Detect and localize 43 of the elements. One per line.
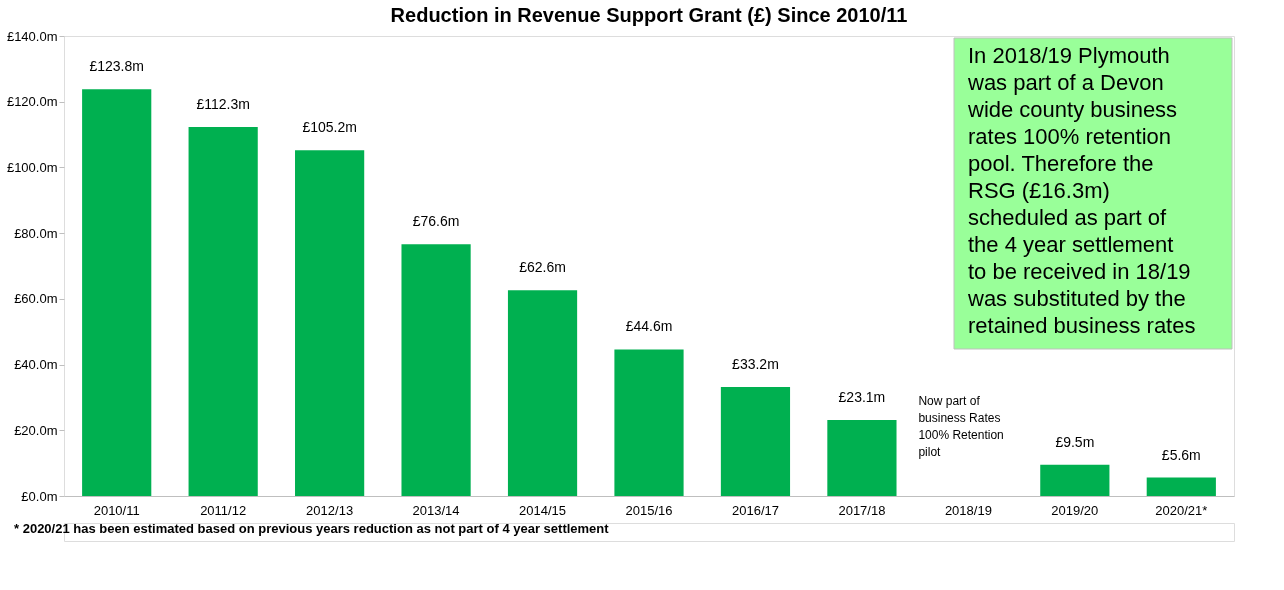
y-tick-label: £100.0m	[6, 159, 58, 175]
x-tick-label: 2010/11	[93, 502, 140, 518]
bar	[188, 127, 258, 496]
y-tick-label: £0.0m	[21, 488, 58, 504]
x-tick-label: 2018/19	[944, 502, 992, 518]
bar	[295, 150, 365, 496]
bar	[614, 349, 684, 496]
data-label: £5.6m	[1161, 446, 1201, 463]
text: In 2018/19 Plymouth was part of a Devon wide county business rates 100% retention pool. Therefore the RSG (£16.3m) scheduled as part of the 4 year settlement to be received in 18/19 was substituted by the retained business rates	[968, 43, 1196, 338]
x-tick-label: 2016/17	[731, 502, 779, 518]
annotation: Now part of business Rates 100% Retention pilot	[918, 394, 1004, 459]
data-label: £23.1m	[838, 389, 886, 406]
y-tick-label: £80.0m	[14, 225, 58, 241]
bar	[1040, 464, 1110, 496]
data-label: £105.2m	[302, 119, 357, 136]
bar	[720, 386, 791, 496]
x-tick-label: 2017/18	[838, 502, 886, 518]
data-label: £112.3m	[196, 96, 250, 113]
data-label: £76.6m	[412, 213, 460, 230]
data-label: £44.6m	[625, 318, 673, 335]
x-tick-label: 2013/14	[412, 502, 460, 518]
chart-title: Reduction in Revenue Support Grant (£) Since 2010/11	[390, 4, 908, 26]
data-label: £62.6m	[519, 259, 566, 276]
x-tick-label: 2012/13	[306, 502, 354, 518]
x-tick-label: 2020/21*	[1155, 502, 1208, 518]
y-tick-label: £20.0m	[14, 422, 58, 438]
bar	[401, 244, 471, 496]
y-tick-label: £40.0m	[14, 357, 58, 373]
y-tick-label: £120.0m	[6, 94, 58, 110]
x-tick-label: 2011/12	[200, 502, 247, 518]
data-label: £33.2m	[732, 355, 779, 372]
text: * 2020/21 has been estimated based on previous years reduction as not part of 4 year settlement	[14, 521, 610, 536]
x-tick-label: 2015/16	[625, 502, 673, 518]
y-tick-label: £140.0m	[6, 28, 58, 44]
data-label: £123.8m	[89, 58, 144, 75]
bar	[1146, 477, 1216, 496]
x-tick-label: 2014/15	[519, 502, 567, 518]
y-tick-label: £60.0m	[14, 291, 58, 307]
bar	[827, 420, 897, 496]
bar	[82, 89, 152, 496]
x-tick-label: 2019/20	[1051, 502, 1099, 518]
bar	[507, 290, 578, 496]
data-label: £9.5m	[1055, 433, 1095, 450]
